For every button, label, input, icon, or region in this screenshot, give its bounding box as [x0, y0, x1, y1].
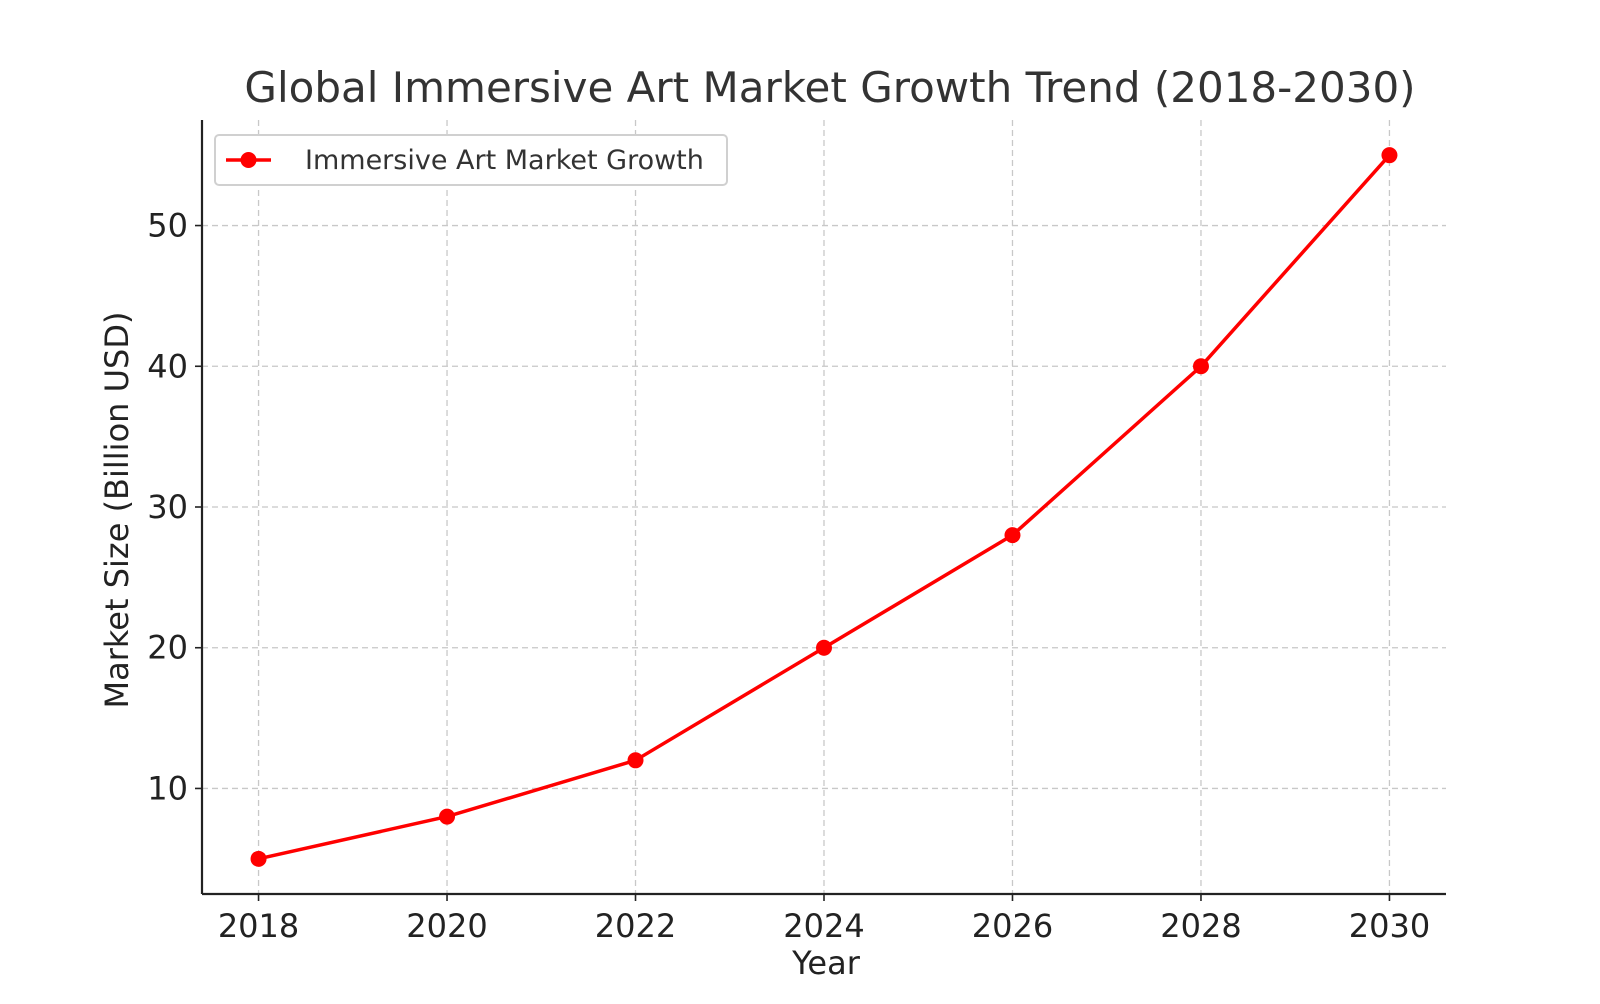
y-tick-label: 30 — [147, 488, 188, 526]
x-tick-label: 2020 — [406, 907, 487, 945]
legend-frame — [214, 134, 728, 186]
data-point-marker — [816, 639, 832, 656]
grid-layer — [202, 120, 1446, 894]
x-tick-label: 2018 — [218, 907, 299, 945]
data-point-marker — [627, 752, 644, 769]
data-point-marker — [439, 808, 456, 825]
y-axis-label: Market Size (Billion USD) — [98, 312, 136, 709]
chart-title: Global Immersive Art Market Growth Trend… — [244, 63, 1415, 112]
x-axis-label: Year — [791, 944, 861, 982]
legend: Immersive Art Market Growth — [214, 134, 728, 186]
data-point-marker — [1192, 358, 1209, 375]
data-point-marker — [250, 850, 267, 867]
x-tick-label: 2028 — [1160, 907, 1241, 945]
x-tick-label: 2022 — [595, 907, 676, 945]
y-tick-label: 50 — [147, 207, 188, 245]
series-layer — [250, 147, 1398, 867]
x-tick-label: 2024 — [783, 907, 864, 945]
y-tick-label: 10 — [147, 769, 188, 807]
y-tick-label: 20 — [147, 629, 188, 667]
y-tick-label: 40 — [147, 347, 188, 385]
data-point-marker — [1004, 527, 1021, 544]
legend-marker-swatch — [240, 152, 257, 168]
x-tick-label: 2030 — [1349, 907, 1430, 945]
x-tick-label: 2026 — [972, 907, 1053, 945]
data-point-marker — [1381, 147, 1398, 164]
legend-label: Immersive Art Market Growth — [305, 145, 704, 176]
